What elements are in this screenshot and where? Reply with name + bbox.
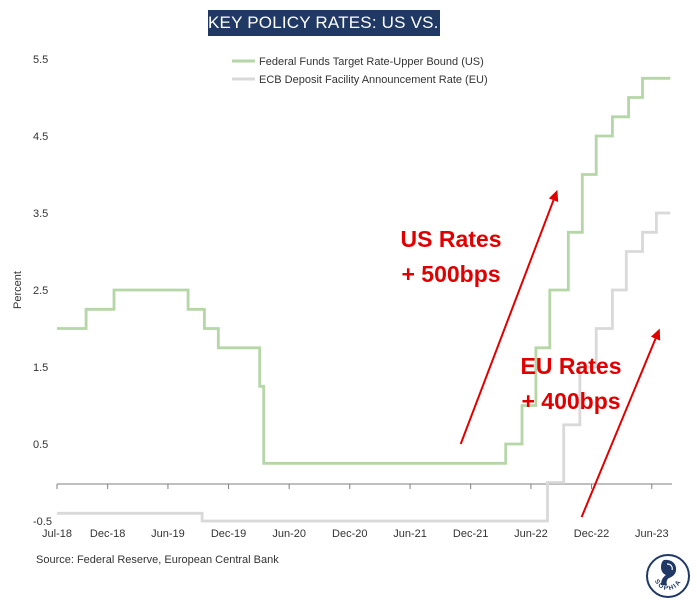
series-lines bbox=[57, 76, 671, 523]
x-tick-label: Jun-23 bbox=[635, 528, 669, 540]
x-tick-label: Dec-19 bbox=[211, 528, 246, 540]
legend-label: ECB Deposit Facility Announcement Rate (… bbox=[259, 74, 488, 86]
y-tick-label: 3.5 bbox=[33, 208, 48, 220]
x-tick-label: Jun-21 bbox=[393, 528, 427, 540]
y-tick-label: 0.5 bbox=[33, 439, 48, 451]
y-tick-label: 2.5 bbox=[33, 285, 48, 297]
y-tick-label: 4.5 bbox=[33, 131, 48, 143]
annotation-text: + 500bps bbox=[401, 261, 500, 287]
chart-title: KEY POLICY RATES: US VS. EU bbox=[208, 10, 467, 36]
y-tick-label: 5.5 bbox=[33, 54, 48, 66]
x-tick-label: Jul-18 bbox=[42, 528, 72, 540]
x-tick-label: Jun-22 bbox=[514, 528, 548, 540]
axes: 5.5 4.5 3.5 2.5 1.5 0.5 -0.5 Percent Jul-18 Dec-1… bbox=[12, 54, 672, 540]
x-tick-label: Dec-22 bbox=[574, 528, 609, 540]
arrow-head bbox=[548, 189, 559, 202]
y-tick-label: 1.5 bbox=[33, 362, 48, 374]
legend-label: Federal Funds Target Rate-Upper Bound (U… bbox=[259, 56, 484, 68]
policy-rates-chart: 5.5 4.5 3.5 2.5 1.5 0.5 -0.5 Percent Jul-18 Dec-1… bbox=[12, 54, 672, 540]
annotations: US Rates + 500bps EU Rates + 400bps bbox=[401, 189, 661, 518]
source-note: Source: Federal Reserve, European Centra… bbox=[36, 554, 279, 566]
arrow-head bbox=[650, 328, 661, 341]
y-axis-label: Percent bbox=[12, 271, 24, 309]
annotation-text: + 400bps bbox=[521, 388, 620, 414]
x-tick-label: Dec-18 bbox=[90, 528, 125, 540]
arrow-shaft bbox=[580, 338, 657, 518]
legend: Federal Funds Target Rate-Upper Bound (U… bbox=[232, 56, 488, 86]
annotation-text: US Rates bbox=[401, 226, 502, 252]
x-tick-label: Dec-20 bbox=[332, 528, 367, 540]
arrow-shaft bbox=[459, 199, 555, 445]
annotation-text: EU Rates bbox=[521, 353, 622, 379]
x-tick-label: Jun-20 bbox=[272, 528, 306, 540]
x-tick-label: Dec-21 bbox=[453, 528, 488, 540]
series-line bbox=[57, 76, 671, 465]
x-tick-label: Jun-19 bbox=[151, 528, 185, 540]
y-tick-label: -0.5 bbox=[33, 516, 52, 528]
sophia-logo-icon: SOPHIA bbox=[646, 554, 690, 598]
series-line bbox=[57, 211, 671, 523]
